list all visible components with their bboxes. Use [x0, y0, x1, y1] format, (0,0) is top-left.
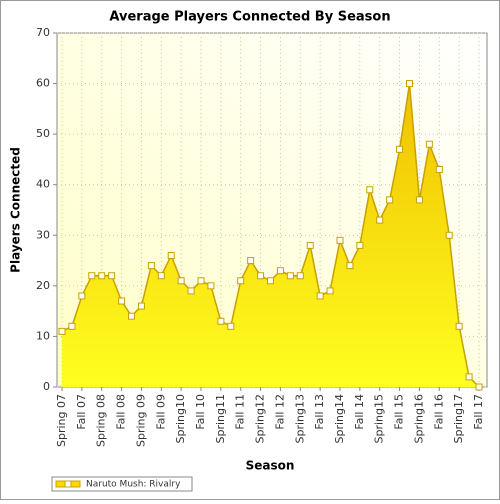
- y-axis-title: Players Connected: [9, 147, 23, 273]
- marker: [425, 140, 433, 148]
- marker: [366, 186, 374, 194]
- x-tick-label: Fall 09: [154, 394, 167, 430]
- y-tick-label: 20: [36, 279, 50, 292]
- marker: [286, 272, 294, 280]
- x-tick-label: Spring13: [293, 394, 306, 444]
- y-tick-label: 10: [36, 329, 50, 342]
- marker: [68, 322, 76, 330]
- x-tick-label: Spring17: [452, 394, 465, 444]
- legend-box: [51, 476, 193, 492]
- marker: [406, 80, 413, 88]
- marker: [276, 267, 284, 275]
- x-tick-label: Spring16: [412, 394, 425, 444]
- marker: [217, 317, 225, 325]
- x-tick-label: Spring 09: [134, 394, 147, 447]
- x-tick-label: Spring12: [254, 394, 267, 444]
- marker: [98, 272, 106, 280]
- x-axis-title: Season: [246, 459, 295, 473]
- marker: [396, 145, 404, 153]
- x-tick-label: Fall 17: [472, 394, 485, 430]
- marker: [267, 277, 274, 285]
- legend-label: Naruto Mush: Rivalry: [86, 480, 181, 490]
- marker: [415, 196, 423, 204]
- x-tick-label: Fall 16: [432, 394, 445, 430]
- y-tick-label: 0: [43, 380, 50, 393]
- y-tick-label: 70: [36, 26, 50, 39]
- marker: [306, 241, 314, 249]
- marker: [475, 383, 483, 391]
- marker: [227, 322, 235, 330]
- y-tick-label: 40: [36, 178, 50, 191]
- marker: [376, 216, 384, 224]
- x-tick-label: Spring 08: [95, 394, 108, 447]
- x-tick-label: Fall 14: [353, 394, 366, 430]
- marker: [197, 277, 205, 285]
- marker: [78, 292, 86, 300]
- marker: [128, 312, 135, 320]
- marker: [316, 292, 324, 300]
- marker: [386, 196, 394, 204]
- marker: [326, 287, 334, 295]
- y-tick-label: 30: [36, 228, 50, 241]
- y-tick-label: 50: [36, 127, 50, 140]
- marker: [157, 272, 165, 280]
- marker: [356, 241, 364, 249]
- marker: [88, 272, 96, 280]
- x-tick-label: Fall 08: [115, 394, 128, 430]
- legend-marker: [64, 480, 72, 488]
- y-tick-label: 60: [36, 77, 50, 90]
- x-tick-label: Fall 11: [234, 394, 247, 430]
- x-tick-label: Spring11: [214, 394, 227, 444]
- area: [62, 83, 479, 388]
- marker: [247, 257, 255, 265]
- marker: [257, 272, 265, 280]
- x-tick-label: Fall 10: [194, 394, 207, 430]
- marker: [296, 272, 304, 280]
- marker: [455, 322, 463, 330]
- marker: [435, 166, 443, 174]
- marker: [118, 297, 126, 305]
- x-tick-label: Fall 12: [273, 394, 286, 430]
- x-tick-label: Spring10: [174, 394, 187, 444]
- marker: [336, 236, 344, 244]
- marker: [108, 272, 116, 280]
- marker: [346, 262, 354, 270]
- x-tick-label: Spring14: [333, 394, 346, 444]
- marker: [237, 277, 245, 285]
- marker: [137, 302, 145, 310]
- marker: [465, 373, 473, 381]
- marker: [445, 231, 453, 239]
- x-tick-label: Fall 13: [313, 394, 326, 430]
- marker: [167, 252, 175, 260]
- marker: [187, 287, 195, 295]
- x-tick-label: Fall 15: [393, 394, 406, 430]
- x-tick-label: Spring 07: [55, 394, 68, 447]
- x-tick-label: Fall 07: [75, 394, 88, 430]
- chart-title: Average Players Connected By Season: [109, 10, 390, 25]
- marker: [207, 282, 215, 290]
- marker: [58, 327, 66, 335]
- marker: [177, 277, 185, 285]
- x-tick-label: Spring15: [373, 394, 386, 444]
- marker: [147, 262, 155, 270]
